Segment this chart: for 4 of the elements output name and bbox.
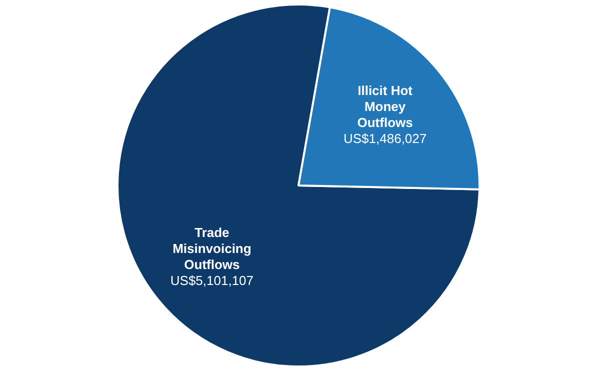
data-label: US$5,101,107 — [170, 273, 254, 288]
data-label: US$1,486,027 — [343, 130, 427, 146]
slice-label: Illicit Hot Money Outflows — [357, 82, 414, 130]
slice-label: Trade Misinvoicing Outflows — [172, 225, 252, 272]
